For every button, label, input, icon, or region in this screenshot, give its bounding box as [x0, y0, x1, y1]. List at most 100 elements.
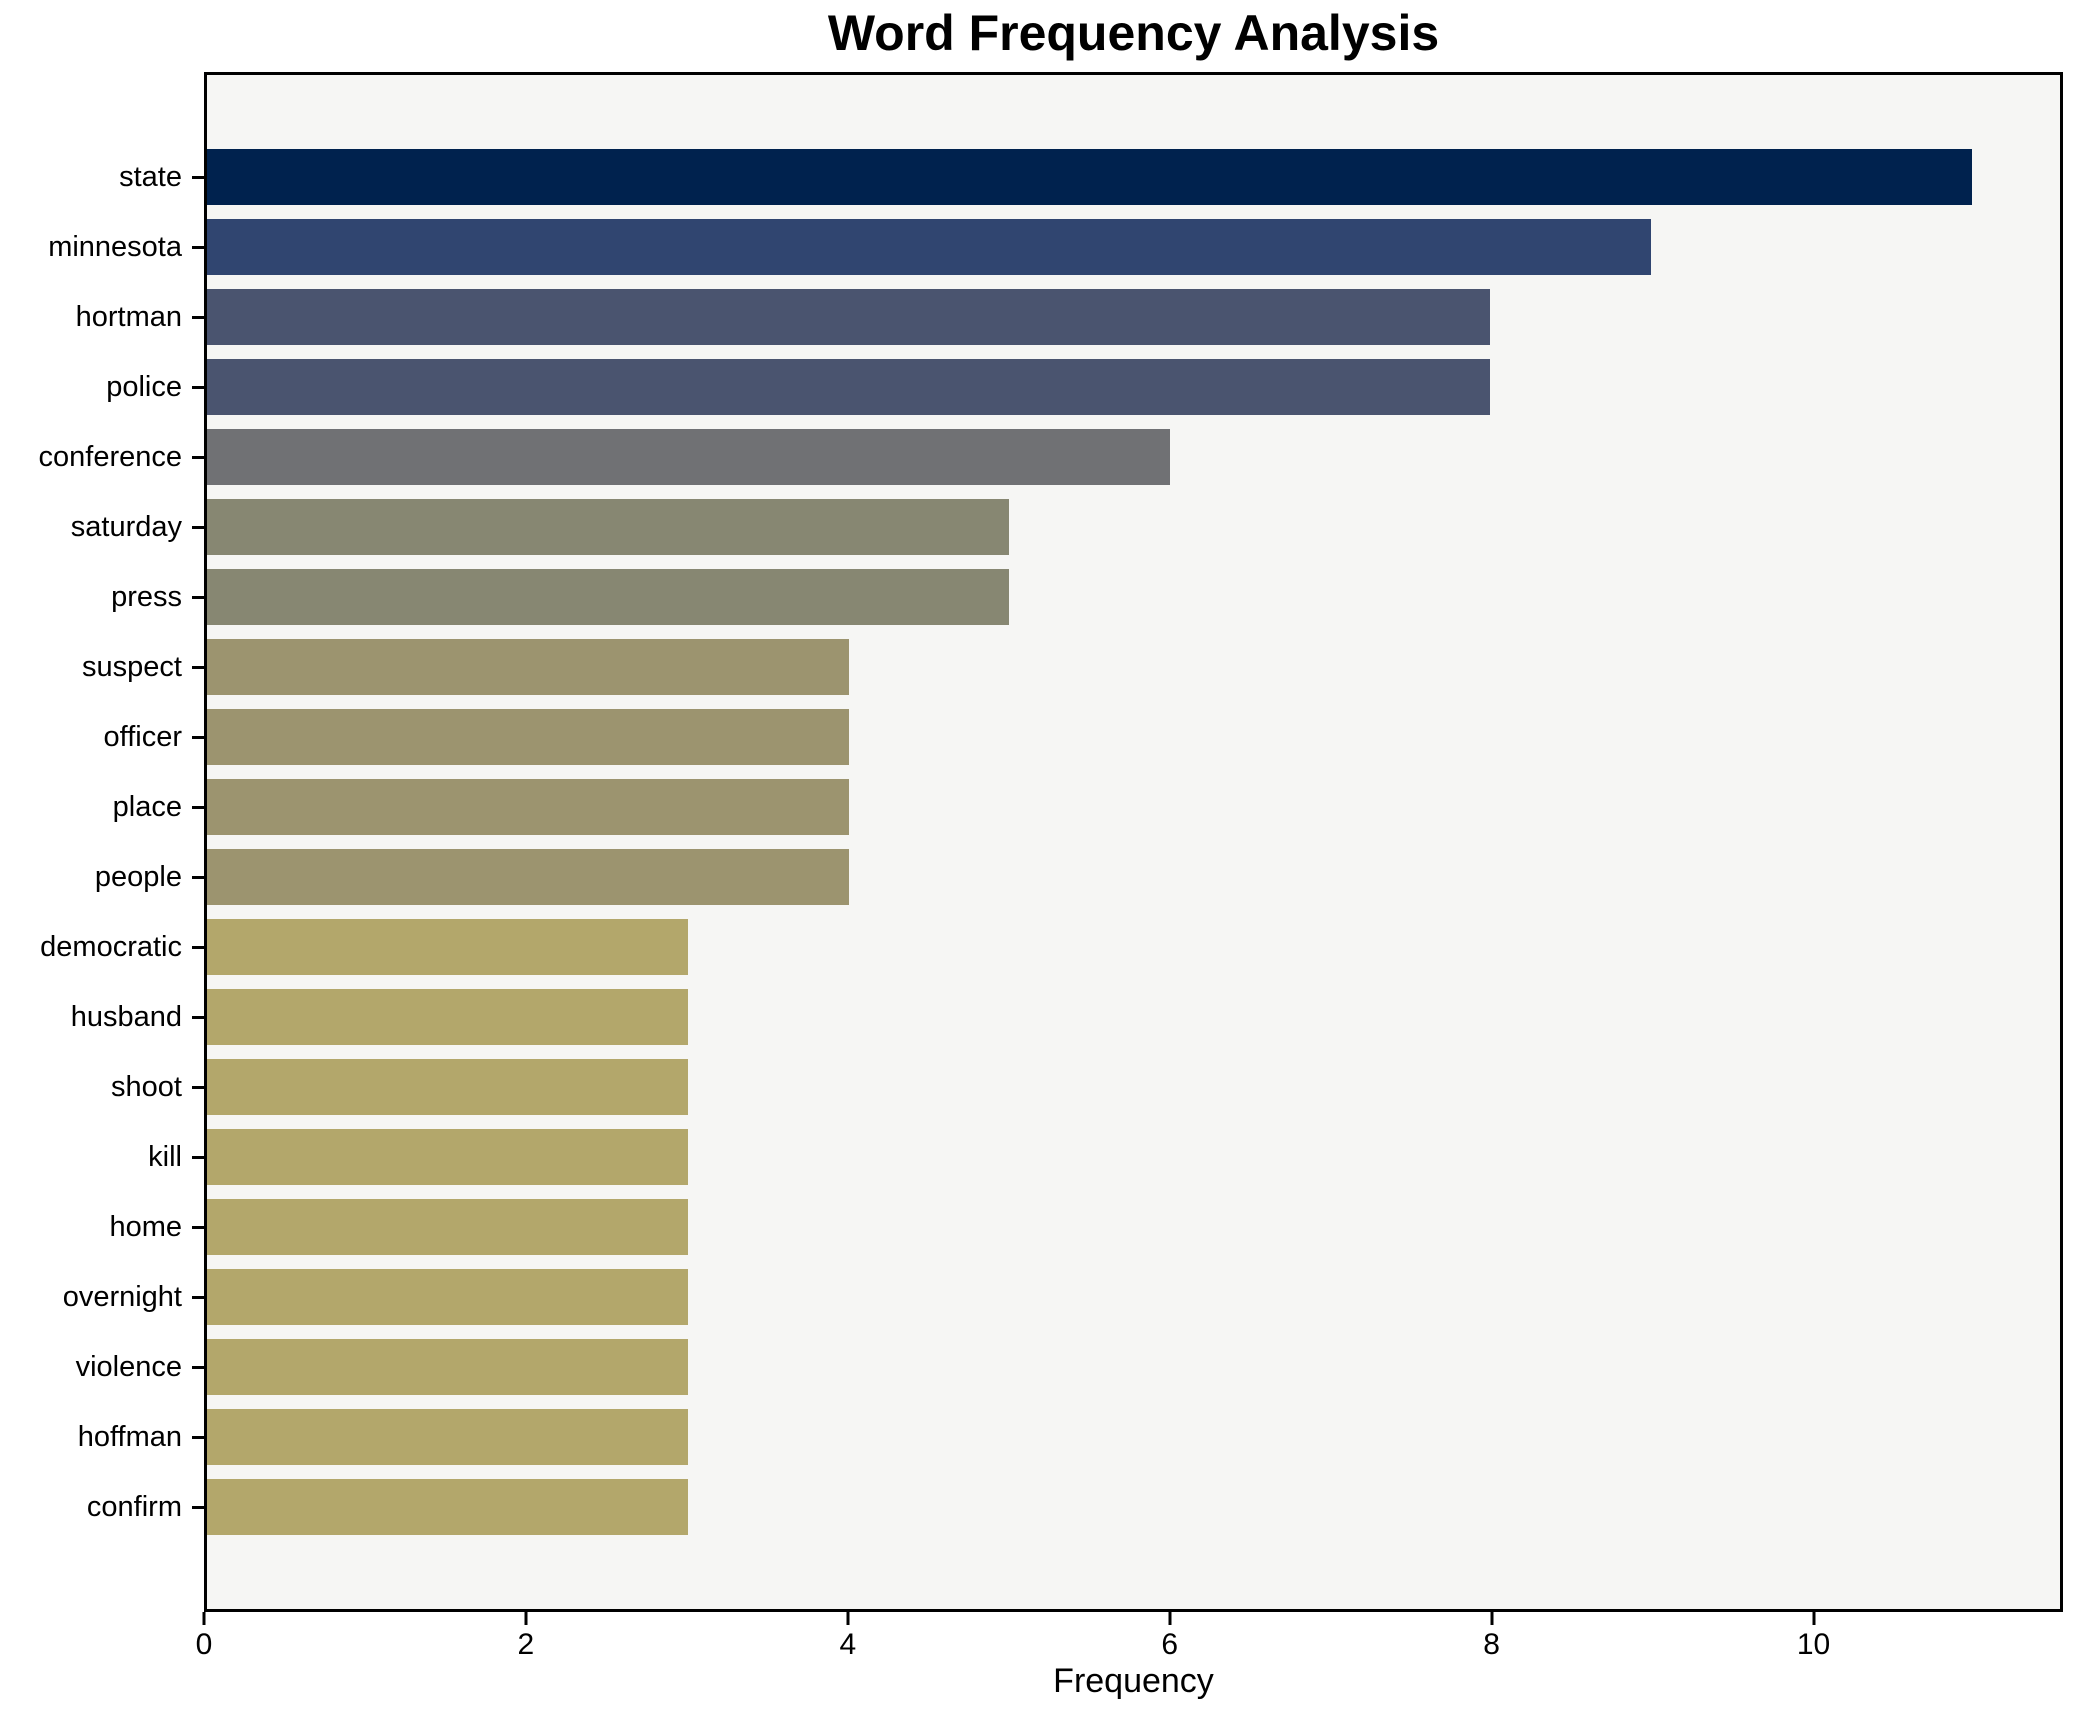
y-tick-mark	[192, 1155, 204, 1159]
bar-place	[207, 779, 849, 835]
y-row: overnight	[0, 1262, 204, 1332]
y-tick-mark	[192, 805, 204, 809]
y-tick-mark	[192, 525, 204, 529]
y-tick-mark	[192, 455, 204, 459]
y-row: hoffman	[0, 1402, 204, 1472]
bar-row	[207, 1122, 2060, 1192]
bar-row	[207, 1332, 2060, 1402]
y-tick-label-conference: conference	[38, 440, 183, 473]
y-tick-label-violence: violence	[75, 1350, 182, 1383]
bar-row	[207, 282, 2060, 352]
y-tick-label-press: press	[111, 580, 182, 613]
bar-police	[207, 359, 1491, 415]
y-tick-label-confirm: confirm	[86, 1490, 182, 1523]
y-tick-label-police: police	[106, 370, 182, 403]
x-tick-mark	[1812, 1612, 1816, 1625]
y-tick-mark	[192, 595, 204, 599]
bar-row	[207, 772, 2060, 842]
y-row: minnesota	[0, 212, 204, 282]
y-tick-label-people: people	[94, 860, 182, 893]
y-tick-mark	[192, 315, 204, 319]
x-tick-mark	[846, 1612, 850, 1625]
y-tick-mark	[192, 1295, 204, 1299]
y-tick-mark	[192, 1365, 204, 1369]
y-row: saturday	[0, 492, 204, 562]
bar-row	[207, 492, 2060, 562]
y-tick-mark	[192, 1435, 204, 1439]
y-row: shoot	[0, 1052, 204, 1122]
x-tick-mark	[202, 1612, 206, 1625]
bar-row	[207, 632, 2060, 702]
y-tick-mark	[192, 1505, 204, 1509]
bar-overnight	[207, 1269, 689, 1325]
y-tick-mark	[192, 945, 204, 949]
y-row: confirm	[0, 1472, 204, 1542]
y-row: violence	[0, 1332, 204, 1402]
bar-row	[207, 142, 2060, 212]
y-row: hortman	[0, 282, 204, 352]
bar-row	[207, 352, 2060, 422]
bar-husband	[207, 989, 689, 1045]
y-tick-label-overnight: overnight	[62, 1280, 182, 1313]
y-tick-label-officer: officer	[103, 720, 182, 753]
bar-row	[207, 562, 2060, 632]
y-tick-label-democratic: democratic	[40, 930, 182, 963]
y-row: conference	[0, 422, 204, 492]
y-tick-label-suspect: suspect	[82, 650, 182, 683]
y-tick-label-minnesota: minnesota	[48, 230, 182, 263]
y-tick-mark	[192, 1085, 204, 1089]
bar-row	[207, 1402, 2060, 1472]
bar-row	[207, 912, 2060, 982]
bar-row	[207, 1052, 2060, 1122]
x-tick-label-10: 10	[1796, 1628, 1831, 1661]
y-tick-mark	[192, 175, 204, 179]
y-tick-mark	[192, 245, 204, 249]
bar-people	[207, 849, 849, 905]
y-tick-label-state: state	[119, 160, 182, 193]
y-tick-mark	[192, 385, 204, 389]
bar-democratic	[207, 919, 689, 975]
x-tick-mark	[524, 1612, 528, 1625]
y-row: state	[0, 142, 204, 212]
bar-press	[207, 569, 1010, 625]
bar-row	[207, 982, 2060, 1052]
x-tick-label-2: 2	[517, 1628, 535, 1661]
y-row: home	[0, 1192, 204, 1262]
plot-area	[204, 72, 2063, 1612]
bar-state	[207, 149, 1972, 205]
y-tick-label-kill: kill	[148, 1140, 182, 1173]
bar-kill	[207, 1129, 689, 1185]
y-row: place	[0, 772, 204, 842]
bar-conference	[207, 429, 1170, 485]
x-axis-label: Frequency	[1053, 1662, 1214, 1700]
bar-row	[207, 212, 2060, 282]
bar-violence	[207, 1339, 689, 1395]
bar-saturday	[207, 499, 1010, 555]
bar-row	[207, 1262, 2060, 1332]
y-row: kill	[0, 1122, 204, 1192]
x-tick-mark	[1490, 1612, 1494, 1625]
y-tick-label-place: place	[112, 790, 182, 823]
x-tick-label-8: 8	[1483, 1628, 1500, 1661]
y-tick-mark	[192, 1225, 204, 1229]
x-tick-mark	[1168, 1612, 1172, 1625]
bar-hoffman	[207, 1409, 689, 1465]
y-tick-label-husband: husband	[70, 1000, 182, 1033]
y-tick-label-hortman: hortman	[75, 300, 182, 333]
y-tick-label-shoot: shoot	[111, 1070, 182, 1103]
y-row: people	[0, 842, 204, 912]
bar-row	[207, 422, 2060, 492]
y-tick-label-saturday: saturday	[70, 510, 182, 543]
y-row: husband	[0, 982, 204, 1052]
y-tick-mark	[192, 735, 204, 739]
bar-hortman	[207, 289, 1491, 345]
y-row: officer	[0, 702, 204, 772]
bar-minnesota	[207, 219, 1651, 275]
chart-title: Word Frequency Analysis	[827, 5, 1440, 61]
x-tick-label-6: 6	[1161, 1628, 1179, 1661]
bar-suspect	[207, 639, 849, 695]
bar-home	[207, 1199, 689, 1255]
y-tick-mark	[192, 1015, 204, 1019]
bar-shoot	[207, 1059, 689, 1115]
